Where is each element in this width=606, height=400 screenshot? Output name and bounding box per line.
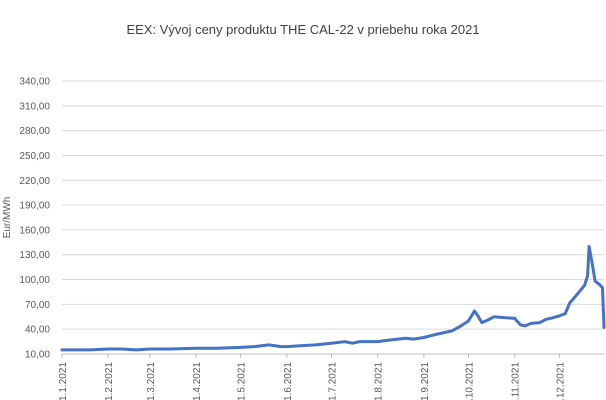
x-tick-label: 1.10.2021 [465,362,476,400]
x-tick-label: 1.9.2021 [420,362,431,400]
y-axis-tick-labels: 340,00 310,00 280,00 250,00 220,00 190,00 160,… [19,77,50,361]
x-tick-label: 1.7.2021 [328,362,339,400]
y-tick-label: 280,00 [19,126,50,137]
x-tick-label: 1.12.2021 [555,362,566,400]
y-tick-label: 70,00 [25,300,50,311]
series-line [60,245,606,352]
x-tick-label: 1.5.2021 [237,362,248,400]
y-tick-label: 340,00 [19,77,50,88]
y-axis-title: Eur/MWh [2,197,13,239]
x-tick-label: 1.3.2021 [146,362,157,400]
y-tick-label: 40,00 [25,325,50,336]
y-tick-label: 160,00 [19,225,50,236]
x-tick-label: 1.8.2021 [374,362,385,400]
y-tick-label: 100,00 [19,275,50,286]
x-tick-label: 1.11.2021 [511,362,522,400]
y-tick-label: 250,00 [19,151,50,162]
x-tick-label: 1.6.2021 [283,362,294,400]
x-tick-label: 1.2.2021 [104,362,115,400]
x-axis-tick-labels: 1.1.2021 1.2.2021 1.3.2021 1.4.2021 1.5.2021… [58,354,566,400]
chart-title: EEX: Vývoj ceny produktu THE CAL-22 v pr… [126,22,479,37]
y-tick-label: 10,00 [25,350,50,361]
y-tick-label: 190,00 [19,201,50,212]
gridlines [62,80,604,355]
y-tick-label: 220,00 [19,176,50,187]
y-tick-label: 310,00 [19,101,50,112]
x-tick-label: 1.1.2021 [58,362,69,400]
y-tick-label: 130,00 [19,250,50,261]
x-tick-label: 1.4.2021 [192,362,203,400]
